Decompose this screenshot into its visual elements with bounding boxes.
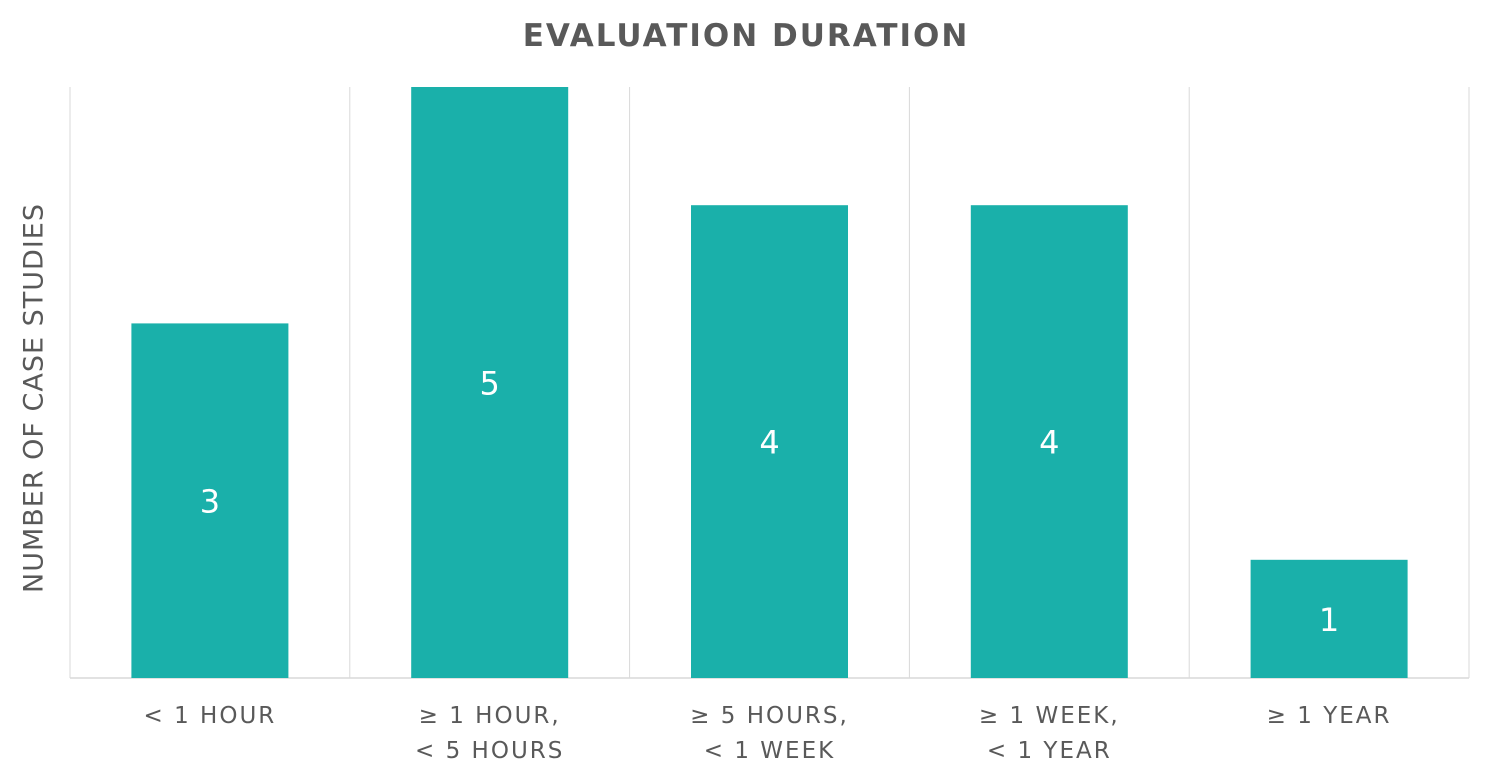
x-tick-label: ≥ 1 YEAR: [1189, 699, 1469, 734]
x-tick-label: ≥ 5 HOURS, < 1 WEEK: [630, 699, 910, 769]
x-tick-label: < 1 HOUR: [70, 699, 350, 734]
x-tick-label-line: ≥ 5 HOURS,: [690, 703, 849, 729]
x-tick-label-line: ≥ 1 WEEK,: [978, 703, 1120, 729]
chart-title: EVALUATION DURATION: [522, 18, 970, 54]
x-tick-label: ≥ 1 WEEK, < 1 YEAR: [909, 699, 1189, 769]
data-label: 3: [200, 483, 220, 521]
x-tick-label-line: < 1 YEAR: [986, 738, 1112, 764]
data-label: 1: [1319, 601, 1339, 639]
x-tick-label-line: < 1 WEEK: [703, 738, 836, 764]
bar: [691, 205, 848, 678]
data-label: 4: [759, 424, 779, 462]
data-label: 5: [480, 365, 500, 403]
bar: [131, 323, 289, 678]
bar: [1250, 559, 1408, 678]
x-tick-label-line: < 5 HOURS: [415, 738, 565, 764]
x-tick-label-line: ≥ 1 YEAR: [1266, 703, 1392, 729]
x-tick-label-line: < 1 HOUR: [143, 703, 277, 729]
data-label: 4: [1039, 424, 1059, 462]
x-tick-label-line: ≥ 1 HOUR,: [418, 703, 561, 729]
x-tick-label: ≥ 1 HOUR, < 5 HOURS: [350, 699, 630, 769]
bar: [411, 87, 569, 678]
bar: [970, 205, 1128, 678]
